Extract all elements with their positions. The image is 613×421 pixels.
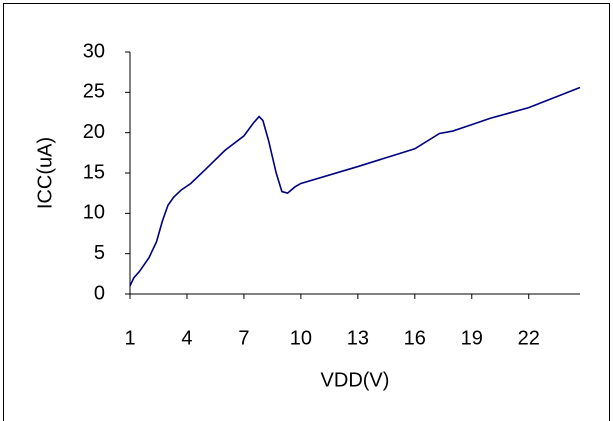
- y-tick-label: 30: [83, 40, 105, 62]
- y-axis-label: ICC(uA): [34, 137, 56, 209]
- x-axis-label: VDD(V): [321, 369, 390, 391]
- x-tick-label: 1: [124, 327, 135, 349]
- data-line: [129, 86, 581, 287]
- x-tick-label: 16: [404, 327, 426, 349]
- y-tick-label: 15: [83, 161, 105, 183]
- y-tick-label: 20: [83, 121, 105, 143]
- x-tick-label: 22: [518, 327, 540, 349]
- x-tick-label: 4: [181, 327, 192, 349]
- y-tick-label: 0: [94, 282, 105, 304]
- frame: [3, 3, 610, 421]
- x-tick-label: 19: [461, 327, 483, 349]
- x-tick-label: 7: [238, 327, 249, 349]
- y-tick-label: 5: [94, 242, 105, 264]
- y-tick-label: 25: [83, 81, 105, 103]
- x-tick-label: 10: [290, 327, 312, 349]
- x-tick-label: 13: [347, 327, 369, 349]
- y-tick-label: 10: [83, 202, 105, 224]
